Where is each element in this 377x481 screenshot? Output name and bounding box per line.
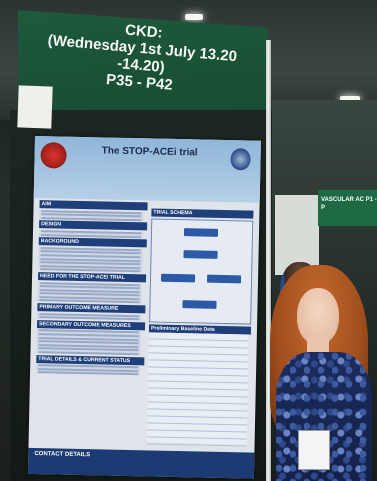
- schema-box: [182, 300, 217, 309]
- schema-box: [183, 250, 218, 259]
- section-body: [37, 281, 142, 304]
- section-heading: TRIAL SCHEMA: [151, 208, 254, 219]
- white-display-panel: [275, 195, 319, 275]
- left-column: AIM DESIGN BACKGROUND NEED FOR THE STOP-…: [36, 200, 148, 377]
- schema-box: [183, 228, 219, 237]
- research-poster: The STOP-ACEi trial AIM DESIGN BACKGROUN…: [27, 136, 261, 479]
- section-heading: DESIGN: [39, 220, 148, 231]
- section-heading: PRIMARY OUTCOME MEASURE: [37, 303, 146, 314]
- section-heading: SECONDARY OUTCOME MEASURES: [36, 319, 146, 331]
- section-body: [36, 329, 141, 356]
- name-badge: [298, 430, 330, 470]
- vascular-banner: [318, 190, 377, 226]
- baseline-data-table: [146, 332, 249, 447]
- contact-footer: CONTACT DETAILS: [27, 447, 255, 479]
- trial-schema-diagram: [149, 218, 254, 325]
- section-heading: BACKGROUND: [38, 237, 147, 248]
- section-body: [36, 364, 141, 376]
- pinned-paper: [17, 85, 53, 129]
- schema-box: [206, 274, 242, 284]
- section-body: [38, 246, 143, 273]
- section-heading: NEED FOR THE STOP-ACEi TRIAL: [37, 272, 147, 283]
- contact-heading: CONTACT DETAILS: [34, 451, 91, 459]
- section-heading: AIM: [39, 200, 148, 211]
- support-pole: [266, 40, 271, 481]
- schema-box: [160, 273, 196, 283]
- vascular-banner-text: VASCULAR AC P1 - P: [321, 197, 377, 211]
- ceiling-light: [185, 14, 203, 20]
- section-body: [39, 209, 144, 222]
- section-heading: TRIAL DETAILS & CURRENT STATUS: [36, 354, 145, 365]
- woman-face: [297, 288, 339, 344]
- ceiling-light: [340, 96, 360, 102]
